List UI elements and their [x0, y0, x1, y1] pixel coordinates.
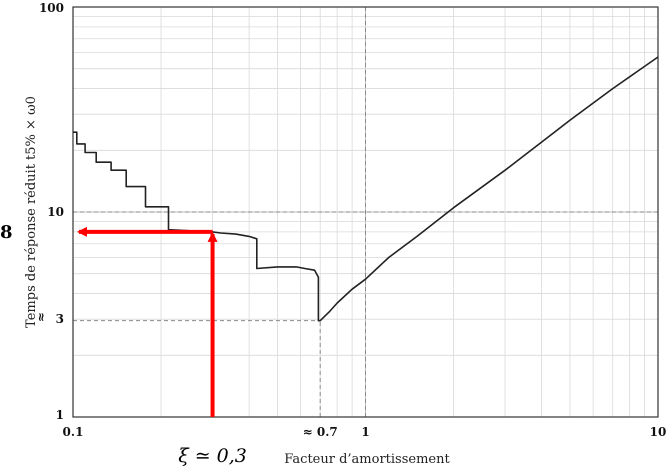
x-axis-label: Facteur d’amortissement: [284, 452, 450, 467]
annotation-group: 8 ξ ≃ 0,3: [0, 222, 247, 467]
y-tick-label: 100: [39, 1, 64, 15]
x-tick-label: 0.1: [63, 425, 84, 439]
series-group: [73, 56, 659, 322]
reference-lines: [73, 7, 658, 417]
plot-frame: [72, 6, 659, 418]
x-tick-label: 1: [361, 425, 369, 439]
series-line: [73, 56, 659, 322]
y-approx-marker: ≈: [34, 312, 48, 322]
annotated-y-value: 8: [0, 222, 13, 243]
y-tick-label: 10: [47, 205, 64, 219]
y-tick-label: 3: [56, 312, 64, 326]
x-tick-label: ≈ 0.7: [303, 425, 338, 439]
y-axis-label: Temps de réponse réduit t5% × ω0: [24, 96, 39, 328]
tick-labels: 0.1 ≈ 0.7 1 10 1 3 10 100 ≈: [34, 1, 666, 439]
y-tick-label: 1: [56, 408, 64, 422]
annotated-x-value: ξ ≃ 0,3: [178, 445, 247, 467]
x-tick-label: 10: [650, 425, 667, 439]
